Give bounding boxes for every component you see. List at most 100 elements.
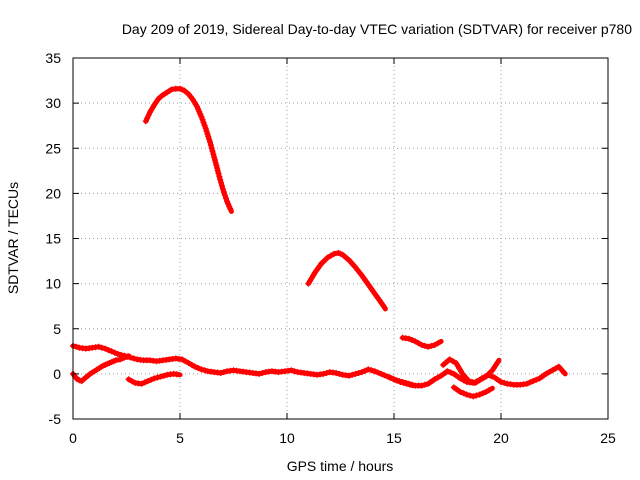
- data-point: [144, 378, 151, 385]
- series-arc-4: [70, 342, 416, 389]
- data-point: [148, 376, 155, 383]
- data-point: [327, 252, 334, 259]
- data-point: [479, 390, 486, 397]
- data-point: [549, 367, 556, 374]
- data-point: [483, 388, 489, 395]
- data-point: [154, 374, 161, 381]
- data-point: [192, 363, 198, 370]
- y-tick-label: 35: [45, 50, 61, 66]
- data-point: [141, 379, 148, 386]
- data-point: [465, 378, 472, 385]
- data-point: [501, 379, 508, 386]
- data-point: [402, 379, 409, 386]
- data-point: [422, 381, 428, 388]
- data-traces: [70, 85, 568, 400]
- data-point: [324, 254, 331, 261]
- data-point: [210, 151, 217, 158]
- data-point: [481, 373, 488, 380]
- data-point: [546, 369, 553, 376]
- data-point: [111, 349, 118, 356]
- data-point: [488, 373, 495, 380]
- data-point: [220, 369, 227, 376]
- data-point: [399, 379, 406, 385]
- axis-ticks: 0 5 10 15 20 25 -5 0 5 10 15 20 25 30 35: [45, 50, 616, 446]
- data-point: [323, 370, 330, 376]
- data-point: [182, 358, 189, 365]
- y-tick-label: 0: [53, 366, 61, 382]
- data-point: [412, 338, 419, 345]
- data-point: [478, 375, 485, 382]
- data-point: [204, 130, 211, 137]
- data-point: [378, 370, 385, 377]
- data-point: [201, 122, 208, 129]
- data-point: [446, 356, 453, 363]
- data-point: [105, 347, 112, 353]
- data-point: [552, 365, 559, 372]
- data-point: [207, 142, 214, 148]
- data-point: [336, 370, 343, 377]
- data-point: [409, 381, 416, 388]
- x-tick-label: 5: [176, 430, 184, 446]
- data-point: [444, 368, 451, 375]
- data-point: [108, 348, 115, 355]
- x-tick-label: 10: [279, 430, 295, 446]
- data-point: [151, 375, 158, 382]
- data-point: [203, 128, 210, 135]
- data-point: [205, 133, 212, 140]
- data-point: [218, 179, 225, 186]
- data-point: [291, 368, 298, 375]
- data-point: [473, 392, 480, 399]
- data-point: [214, 167, 221, 174]
- data-point: [95, 343, 102, 350]
- data-point: [434, 340, 441, 347]
- data-point: [188, 361, 195, 368]
- series-arc-5: [70, 353, 132, 385]
- series-line: [143, 86, 234, 214]
- data-point: [374, 369, 381, 376]
- data-point: [333, 370, 340, 376]
- data-point: [201, 367, 208, 374]
- data-point: [157, 373, 164, 380]
- data-point: [371, 368, 378, 375]
- x-tick-label: 0: [69, 430, 77, 446]
- data-point: [131, 355, 137, 362]
- data-point: [460, 390, 467, 397]
- series-arc-1: [142, 85, 234, 214]
- data-point: [560, 368, 567, 375]
- data-point: [102, 345, 109, 352]
- data-point: [457, 375, 464, 382]
- data-point: [227, 205, 234, 212]
- y-tick-label: 10: [45, 276, 61, 292]
- data-point: [457, 388, 464, 395]
- data-point: [73, 343, 80, 350]
- data-point: [223, 195, 229, 202]
- data-point: [365, 366, 372, 373]
- chart-title: Day 209 of 2019, Sidereal Day-to-day VTE…: [122, 21, 632, 37]
- x-axis-label: GPS time / hours: [287, 458, 394, 474]
- x-tick-label: 15: [386, 430, 402, 446]
- data-point: [198, 113, 205, 120]
- data-point: [470, 393, 477, 400]
- data-point: [431, 376, 438, 383]
- y-axis-label: SDTVAR / TECUs: [5, 182, 21, 294]
- data-point: [220, 189, 227, 195]
- data-point: [447, 369, 454, 376]
- data-point: [179, 356, 186, 363]
- data-point: [211, 154, 218, 161]
- data-point: [219, 185, 226, 192]
- data-point: [422, 342, 428, 349]
- y-tick-label: 20: [45, 185, 61, 201]
- data-point: [217, 370, 224, 376]
- data-point: [467, 392, 473, 399]
- data-point: [389, 375, 396, 382]
- data-point: [202, 125, 209, 132]
- series-arc-3: [399, 334, 444, 350]
- series-arc-6: [125, 370, 183, 387]
- data-point: [523, 380, 530, 387]
- data-point: [216, 173, 223, 180]
- data-point: [199, 116, 206, 123]
- data-point: [409, 337, 416, 343]
- data-point: [431, 342, 438, 348]
- y-tick-label: 25: [45, 140, 61, 156]
- data-point: [358, 369, 365, 376]
